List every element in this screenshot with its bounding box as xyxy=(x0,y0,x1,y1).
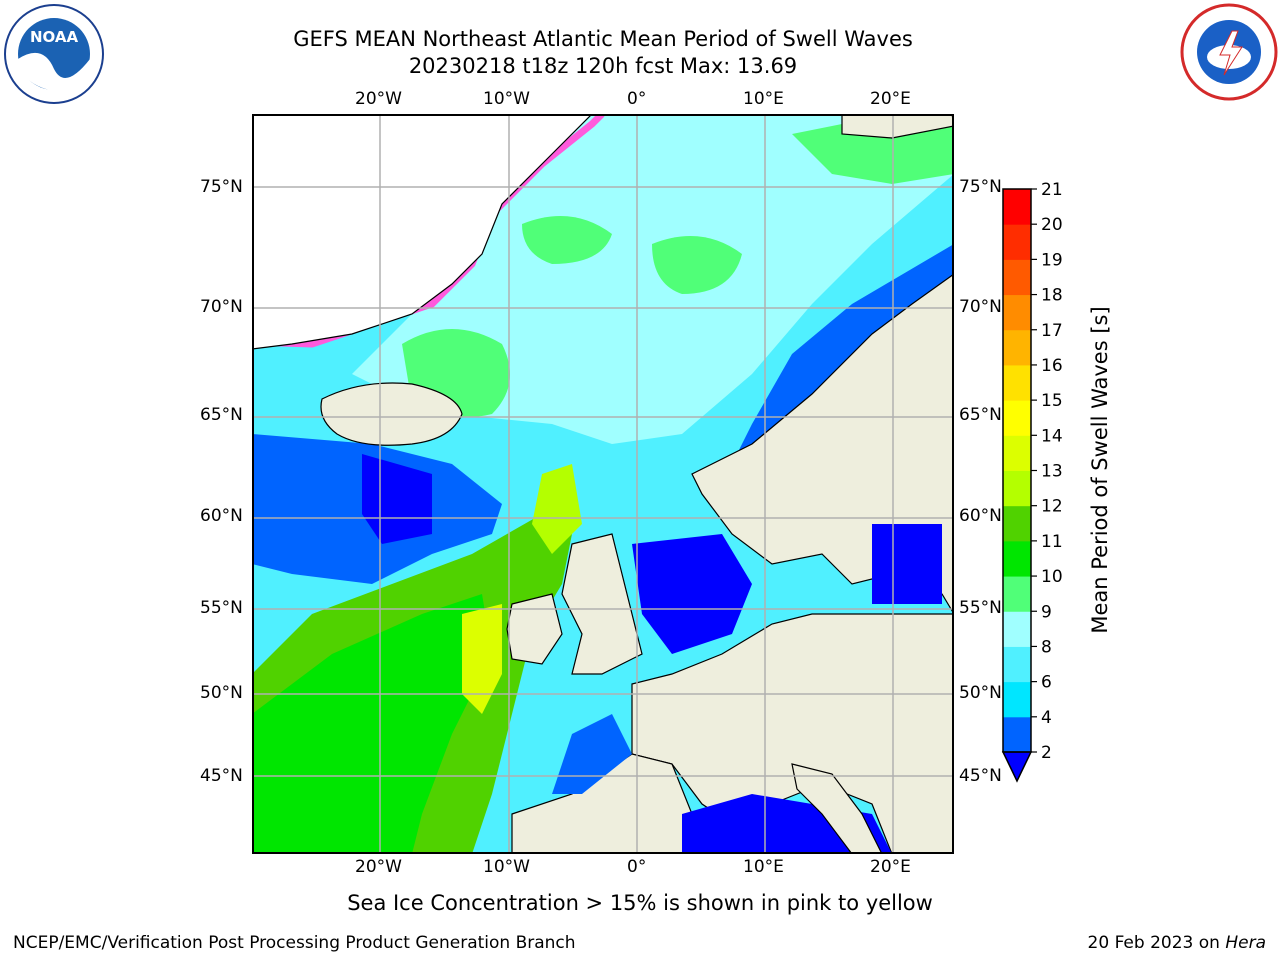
bay-of-biscay xyxy=(552,714,632,794)
colorbar-band xyxy=(1003,435,1031,471)
colorbar-band xyxy=(1003,364,1031,401)
colorbar-tick-label: 20 xyxy=(1041,215,1063,235)
lat-label-left: 65°N xyxy=(200,405,243,425)
lat-label-right: 75°N xyxy=(959,177,1002,197)
lon-label-top: 0° xyxy=(627,89,647,109)
noaa-logo: NOAA xyxy=(3,3,105,109)
nws-logo xyxy=(1180,3,1278,105)
ireland xyxy=(506,593,563,665)
sea-ice-caption: Sea Ice Concentration > 15% is shown in … xyxy=(347,891,933,915)
lon-label-bottom: 10°E xyxy=(743,857,784,877)
colorbar-tick-label: 11 xyxy=(1041,532,1063,552)
map-frame xyxy=(252,114,954,854)
colorbar-tick-label: 17 xyxy=(1041,321,1063,341)
field-9-10s-patch xyxy=(652,236,742,294)
colorbar-tick-label: 13 xyxy=(1041,462,1063,482)
chart-subtitle: 20230218 t18z 120h fcst Max: 13.69 xyxy=(408,54,798,78)
colorbar-band xyxy=(1003,576,1031,612)
colorbar-label: Mean Period of Swell Waves [s] xyxy=(1088,306,1112,633)
colorbar-band xyxy=(1003,470,1031,507)
lon-label-bottom: 20°W xyxy=(355,857,402,877)
field-9-10s-patch xyxy=(522,216,612,264)
footer-date: 20 Feb 2023 on xyxy=(1087,933,1226,953)
colorbar-band xyxy=(1003,400,1031,436)
colorbar-tick-label: 4 xyxy=(1041,708,1052,728)
field-10-11s xyxy=(252,594,492,854)
colorbar-tick-label: 8 xyxy=(1041,637,1052,657)
lon-label-bottom: 0° xyxy=(627,857,647,877)
great-britain xyxy=(561,533,643,675)
colorbar-band xyxy=(1003,294,1031,331)
lat-label-right: 70°N xyxy=(959,297,1002,317)
baltic-sea xyxy=(872,524,942,604)
field-12-13s xyxy=(532,464,582,554)
iceland xyxy=(320,382,463,446)
chart-title: GEFS MEAN Northeast Atlantic Mean Period… xyxy=(293,27,913,51)
colorbar-tick-label: 9 xyxy=(1041,602,1052,622)
footer-right: 20 Feb 2023 on Hera xyxy=(1088,933,1266,953)
lon-label-top: 10°W xyxy=(483,89,530,109)
greenland-ice xyxy=(252,114,593,350)
svalbard xyxy=(841,114,954,139)
colorbar-band xyxy=(1003,505,1031,542)
noaa-logo-text: NOAA xyxy=(30,28,79,46)
colorbar-band xyxy=(1003,681,1031,718)
lat-label-left: 45°N xyxy=(200,766,243,786)
colorbar-band xyxy=(1003,611,1031,647)
italy xyxy=(791,763,883,854)
colorbar-band xyxy=(1003,716,1031,753)
lon-label-bottom: 10°W xyxy=(483,857,530,877)
colorbar-tick-label: 21 xyxy=(1041,180,1063,200)
colorbar-tick-label: 2 xyxy=(1041,743,1052,763)
graticule xyxy=(252,114,954,854)
lat-label-right: 55°N xyxy=(959,598,1002,618)
colorbar-band xyxy=(1003,259,1031,296)
lat-label-right: 60°N xyxy=(959,506,1002,526)
colorbar-tick-label: 12 xyxy=(1041,497,1063,517)
lat-label-right: 50°N xyxy=(959,683,1002,703)
colorbar-band xyxy=(1003,224,1031,260)
lat-label-left: 50°N xyxy=(200,683,243,703)
lat-label-right: 45°N xyxy=(959,766,1002,786)
lon-label-top: 20°W xyxy=(355,89,402,109)
colorbar-band xyxy=(1003,189,1031,225)
colorbar-tick-label: 15 xyxy=(1041,391,1063,411)
colorbar-extend-triangle xyxy=(1001,751,1033,783)
swell-period-map xyxy=(252,114,954,854)
colorbar-band xyxy=(1003,646,1031,683)
colorbar-band xyxy=(1003,329,1031,366)
north-sea xyxy=(632,534,752,654)
colorbar-band xyxy=(1003,540,1031,577)
lat-label-right: 65°N xyxy=(959,405,1002,425)
lon-label-bottom: 20°E xyxy=(870,857,911,877)
colorbar-tick-label: 14 xyxy=(1041,426,1063,446)
field-2-4s-norway xyxy=(732,244,954,464)
colorbar-tick-label: 6 xyxy=(1041,673,1052,693)
continental-europe xyxy=(631,613,954,854)
field-13-14s xyxy=(462,604,502,714)
colorbar-tick-label: 16 xyxy=(1041,356,1063,376)
lon-label-top: 10°E xyxy=(743,89,784,109)
lat-label-left: 55°N xyxy=(200,598,243,618)
colorbar: 2 4 6 8 9 10 11 12 13 14 15 16 17 18 19 20 21 Mean Perio… xyxy=(1001,180,1112,783)
lon-label-top: 20°E xyxy=(870,89,911,109)
lat-label-left: 75°N xyxy=(200,177,243,197)
lat-label-left: 70°N xyxy=(200,297,243,317)
footer-left: NCEP/EMC/Verification Post Processing Pr… xyxy=(13,933,576,953)
colorbar-tick-label: 19 xyxy=(1041,250,1063,270)
colorbar-tick-label: 10 xyxy=(1041,567,1063,587)
lat-label-left: 60°N xyxy=(200,506,243,526)
footer-host: Hera xyxy=(1225,933,1266,953)
colorbar-tick-label: 18 xyxy=(1041,286,1063,306)
